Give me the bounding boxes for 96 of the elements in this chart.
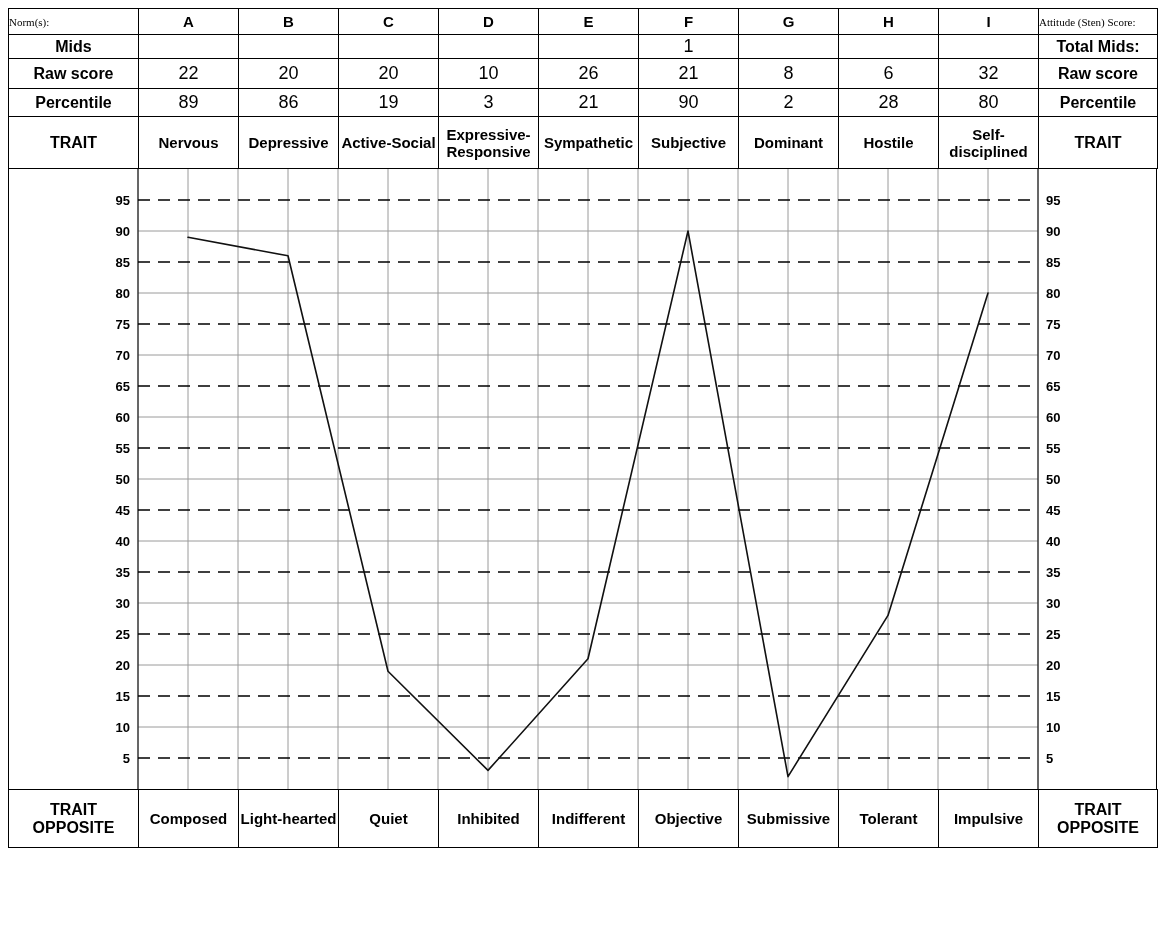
text: Percentile [8, 88, 139, 117]
text: Submissive [738, 789, 839, 848]
text: 6 [838, 58, 939, 89]
text: TRAIT OPPOSITE [1038, 789, 1158, 848]
text: Quiet [338, 789, 439, 848]
text: Light-hearted [238, 789, 339, 848]
text: TRAIT [1038, 116, 1158, 169]
text: TRAIT [8, 116, 139, 169]
x-tick-label: Active-Social [338, 116, 439, 169]
x-tick-label: Subjective [638, 116, 739, 169]
y-tick-label: 35 [115, 564, 130, 580]
text: Impulsive [938, 789, 1039, 848]
y2-tick-label: 95 [1046, 192, 1061, 208]
text: Attitude (Sten) Score: [1038, 8, 1158, 35]
y2-tick-label: 45 [1046, 502, 1061, 518]
text: Raw score [8, 58, 139, 89]
y2-tick-label: 85 [1046, 254, 1061, 270]
text: 21 [638, 58, 739, 89]
text: C [338, 8, 439, 35]
x-tick-label: Nervous [138, 116, 239, 169]
y-tick-label: 95 [115, 192, 130, 208]
data-label: 3 [438, 88, 539, 117]
data-label: 2 [738, 88, 839, 117]
text: Raw score [1038, 58, 1158, 89]
y-tick-label: 85 [115, 254, 130, 270]
data-label: 21 [538, 88, 639, 117]
x-tick-label: Sympathetic [538, 116, 639, 169]
x-tick-label: Dominant [738, 116, 839, 169]
text: 1 [638, 34, 739, 59]
y-tick-label: 70 [115, 347, 130, 363]
y-tick-label: 25 [115, 626, 130, 642]
text: H [838, 8, 939, 35]
x-tick-label: Hostile [838, 116, 939, 169]
y-tick-label: 80 [115, 285, 130, 301]
text: Composed [138, 789, 239, 848]
data-label: 90 [638, 88, 739, 117]
y2-tick-label: 55 [1046, 440, 1061, 456]
y-tick-label: 45 [115, 502, 130, 518]
y2-tick-label: 35 [1046, 564, 1061, 580]
y-tick-label: 50 [115, 471, 130, 487]
text: E [538, 8, 639, 35]
text: G [738, 8, 839, 35]
y2-tick-label: 15 [1046, 688, 1061, 704]
y2-tick-label: 25 [1046, 626, 1061, 642]
x-tick-label: Depressive [238, 116, 339, 169]
y-tick-label: 60 [115, 409, 130, 425]
y2-tick-label: 40 [1046, 533, 1061, 549]
y2-tick-label: 80 [1046, 285, 1061, 301]
text: 20 [238, 58, 339, 89]
y-tick-label: 55 [115, 440, 130, 456]
text: F [638, 8, 739, 35]
x-tick-label: Expressive-Responsive [438, 116, 539, 169]
y2-tick-label: 60 [1046, 409, 1061, 425]
text: A [138, 8, 239, 35]
text: 32 [938, 58, 1039, 89]
y-tick-label: 75 [115, 316, 130, 332]
text: 26 [538, 58, 639, 89]
data-label: 28 [838, 88, 939, 117]
y-tick-label: 5 [122, 750, 130, 766]
text: Indifferent [538, 789, 639, 848]
data-label: 19 [338, 88, 439, 117]
text: B [238, 8, 339, 35]
text: 20 [338, 58, 439, 89]
y-tick-label: 20 [115, 657, 130, 673]
text: Mids [8, 34, 139, 59]
text: Total Mids: [1038, 34, 1158, 59]
y2-tick-label: 90 [1046, 223, 1061, 239]
y2-tick-label: 5 [1046, 750, 1054, 766]
y2-tick-label: 65 [1046, 378, 1061, 394]
text: 8 [738, 58, 839, 89]
text: 10 [438, 58, 539, 89]
y-tick-label: 30 [115, 595, 130, 611]
y2-tick-label: 30 [1046, 595, 1061, 611]
text: Percentile [1038, 88, 1158, 117]
y2-tick-label: 75 [1046, 316, 1061, 332]
y-tick-label: 10 [115, 719, 130, 735]
text: Objective [638, 789, 739, 848]
text: Norm(s): [8, 8, 139, 35]
x-tick-label: Self-disciplined [938, 116, 1039, 169]
text: Tolerant [838, 789, 939, 848]
data-label: 89 [138, 88, 239, 117]
text: 22 [138, 58, 239, 89]
y2-tick-label: 70 [1046, 347, 1061, 363]
text: I [938, 8, 1039, 35]
text: TRAIT OPPOSITE [8, 789, 139, 848]
text: Inhibited [438, 789, 539, 848]
y-tick-label: 65 [115, 378, 130, 394]
y-tick-label: 40 [115, 533, 130, 549]
text: D [438, 8, 539, 35]
y-tick-label: 90 [115, 223, 130, 239]
y2-tick-label: 10 [1046, 719, 1061, 735]
y-tick-label: 15 [115, 688, 130, 704]
y2-tick-label: 20 [1046, 657, 1061, 673]
data-label: 86 [238, 88, 339, 117]
data-label: 80 [938, 88, 1039, 117]
y2-tick-label: 50 [1046, 471, 1061, 487]
